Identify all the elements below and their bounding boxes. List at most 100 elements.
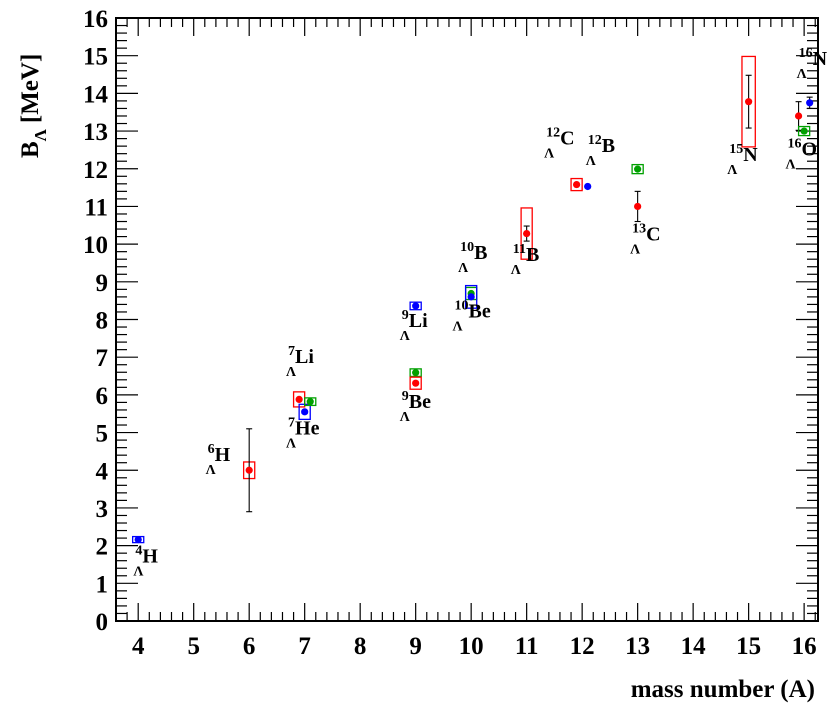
point-marker bbox=[306, 398, 314, 406]
label-lambda-subscript: Λ bbox=[133, 565, 143, 580]
label-mass-number: 12 bbox=[546, 125, 560, 140]
label-element-symbol: B bbox=[602, 135, 615, 157]
y-tick-label: 11 bbox=[84, 194, 108, 221]
label-element-symbol: N bbox=[813, 48, 828, 70]
data-point bbox=[741, 55, 756, 148]
error-box bbox=[520, 207, 533, 260]
data-point bbox=[797, 125, 811, 137]
x-tick-label: 6 bbox=[243, 633, 256, 660]
hypernucleus-label: 4H bbox=[135, 544, 158, 568]
y-tick-label: 6 bbox=[96, 383, 109, 410]
point-marker bbox=[523, 229, 531, 238]
label-lambda-subscript: Λ bbox=[206, 463, 216, 478]
x-tick-label: 15 bbox=[736, 633, 761, 660]
label-lambda-subscript: Λ bbox=[458, 261, 468, 276]
x-tick-label: 5 bbox=[187, 633, 200, 660]
label-lambda-subscript: Λ bbox=[797, 67, 807, 82]
label-lambda-subscript: Λ bbox=[453, 320, 463, 335]
label-element-symbol: B bbox=[474, 242, 487, 264]
svg-text:BΛ[MeV]: BΛ [MeV] bbox=[17, 54, 50, 158]
data-point bbox=[304, 397, 317, 407]
y-tick-label: 16 bbox=[83, 6, 108, 33]
label-element-symbol: Be bbox=[469, 301, 491, 323]
label-lambda-subscript: Λ bbox=[286, 365, 296, 380]
y-tick-label: 3 bbox=[96, 496, 109, 523]
hypernucleus-label: 10B bbox=[460, 240, 487, 264]
data-point bbox=[131, 535, 145, 544]
y-tick-label: 1 bbox=[96, 571, 109, 598]
point-marker bbox=[245, 466, 253, 474]
x-tick-label: 13 bbox=[625, 633, 650, 660]
error-box bbox=[409, 376, 422, 390]
plot-frame bbox=[115, 17, 819, 622]
error-box bbox=[570, 177, 583, 192]
hypernucleus-label: 9Li bbox=[402, 308, 428, 332]
label-element-symbol: N bbox=[743, 144, 758, 166]
point-marker bbox=[573, 180, 581, 189]
label-element-symbol: H bbox=[215, 444, 231, 466]
label-mass-number: 11 bbox=[513, 242, 526, 257]
y-axis-symbol: B bbox=[17, 141, 44, 158]
y-tick-label: 13 bbox=[83, 119, 108, 146]
label-element-symbol: C bbox=[646, 223, 660, 245]
data-point bbox=[409, 301, 422, 311]
label-element-symbol: B bbox=[526, 244, 539, 266]
error-box bbox=[631, 163, 644, 175]
label-lambda-subscript: Λ bbox=[544, 146, 554, 161]
label-mass-number: 13 bbox=[632, 221, 646, 236]
point-marker bbox=[301, 408, 309, 416]
y-tick-label: 0 bbox=[96, 609, 109, 636]
y-tick-label: 10 bbox=[83, 232, 108, 259]
point-marker bbox=[800, 127, 808, 135]
y-tick-label: 4 bbox=[96, 458, 109, 485]
data-point bbox=[409, 376, 422, 390]
hypernucleus-label: 7Li bbox=[288, 344, 314, 368]
point-marker bbox=[806, 99, 814, 107]
hypernucleus-label: 16O bbox=[787, 137, 817, 161]
data-point bbox=[631, 163, 644, 175]
y-axis-subscript: Λ bbox=[31, 128, 50, 141]
label-mass-number: 12 bbox=[588, 133, 602, 148]
label-mass-number: 16 bbox=[787, 137, 801, 152]
y-tick-label: 9 bbox=[96, 270, 109, 297]
label-element-symbol: He bbox=[295, 417, 320, 439]
hypernucleus-label: 15N bbox=[729, 142, 758, 166]
data-point bbox=[634, 190, 642, 223]
point-marker bbox=[634, 202, 642, 211]
label-lambda-subscript: Λ bbox=[586, 154, 596, 169]
x-tick-label: 7 bbox=[298, 633, 311, 660]
hypernucleus-label: 7He bbox=[288, 415, 320, 439]
point-marker bbox=[412, 302, 420, 310]
x-tick-label: 9 bbox=[409, 633, 422, 660]
data-point bbox=[806, 96, 814, 109]
label-mass-number: 16 bbox=[799, 46, 813, 61]
error-box bbox=[797, 125, 811, 137]
label-lambda-subscript: Λ bbox=[785, 158, 795, 173]
error-box bbox=[409, 368, 422, 378]
x-tick-label: 12 bbox=[570, 633, 595, 660]
label-lambda-subscript: Λ bbox=[286, 436, 296, 451]
point-marker bbox=[134, 535, 142, 544]
y-tick-label: 2 bbox=[96, 534, 109, 561]
label-mass-number: 6 bbox=[208, 442, 215, 457]
point-marker bbox=[634, 165, 642, 173]
data-point bbox=[570, 177, 583, 192]
label-lambda-subscript: Λ bbox=[400, 329, 410, 344]
label-element-symbol: C bbox=[560, 127, 574, 149]
label-element-symbol: Be bbox=[409, 391, 431, 413]
point-marker bbox=[412, 379, 420, 387]
y-tick-label: 15 bbox=[83, 44, 108, 71]
error-box bbox=[741, 55, 756, 148]
label-mass-number: 7 bbox=[288, 344, 295, 359]
label-lambda-subscript: Λ bbox=[511, 263, 521, 278]
hypernucleus-label: 12C bbox=[546, 125, 574, 149]
point-marker bbox=[295, 395, 303, 403]
y-tick-label: 5 bbox=[96, 421, 109, 448]
point-marker bbox=[467, 293, 475, 301]
error-box bbox=[304, 397, 317, 407]
data-point bbox=[242, 428, 256, 513]
label-mass-number: 10 bbox=[460, 240, 474, 255]
y-tick-label: 14 bbox=[83, 81, 109, 108]
